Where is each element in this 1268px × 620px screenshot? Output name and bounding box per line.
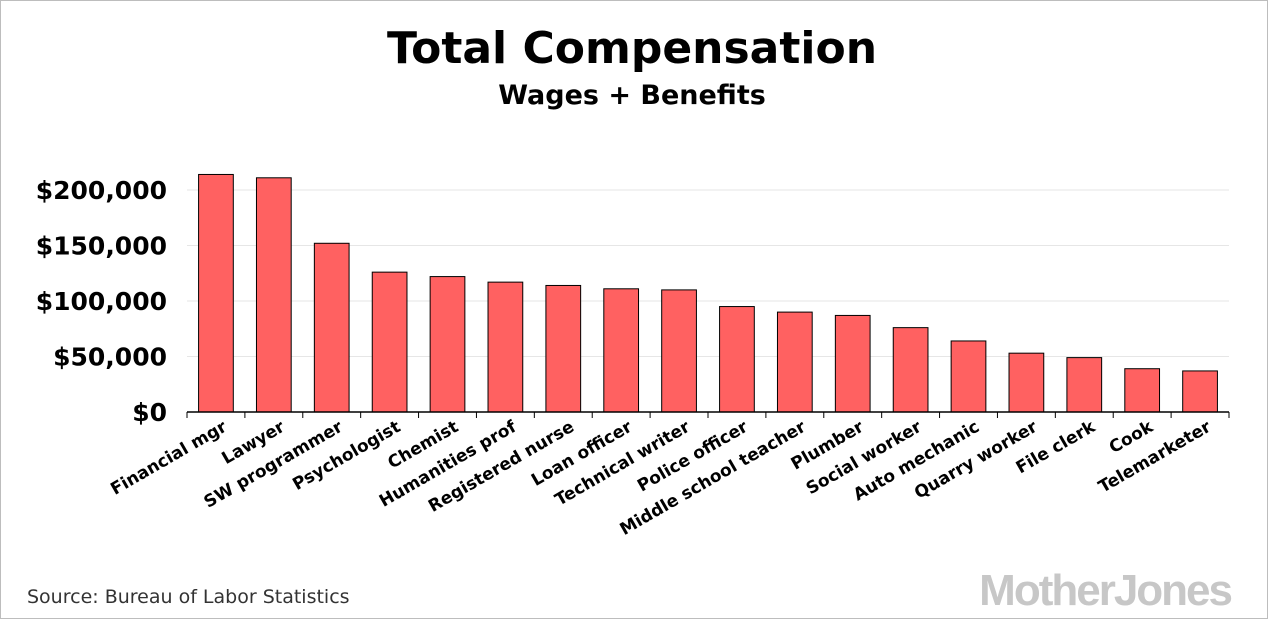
y-tick-label: $100,000 xyxy=(36,287,167,316)
y-tick-label: $200,000 xyxy=(36,176,167,205)
chart-subtitle: Wages + Benefits xyxy=(498,80,766,111)
y-tick-label: $150,000 xyxy=(36,232,167,261)
bar xyxy=(1182,370,1218,413)
bar xyxy=(255,177,292,413)
bar xyxy=(371,271,408,413)
bar xyxy=(1124,368,1161,413)
category-label: Telemarketer xyxy=(1095,417,1215,498)
bar xyxy=(545,284,582,413)
y-tick-label: $50,000 xyxy=(53,343,167,372)
bar xyxy=(429,276,466,413)
y-axis-tick-labels: $0 $50,000 $100,000 $150,000 $200,000 xyxy=(36,176,167,427)
category-label: Financial mgr xyxy=(107,417,231,500)
bar xyxy=(892,327,929,413)
bar xyxy=(487,281,524,413)
bar xyxy=(950,340,987,413)
source-note: Source: Bureau of Labor Statistics xyxy=(27,586,350,608)
gridlines xyxy=(187,189,1229,357)
bar xyxy=(603,288,640,413)
publisher-logo: MotherJones xyxy=(979,566,1231,615)
y-tick-label: $0 xyxy=(132,398,167,427)
bar xyxy=(661,289,697,413)
bar xyxy=(834,314,871,413)
bar xyxy=(719,306,755,413)
bar xyxy=(1008,352,1045,413)
bar xyxy=(313,242,350,413)
x-axis-ticks xyxy=(186,412,1230,418)
chart-title: Total Compensation xyxy=(387,23,877,74)
bar xyxy=(198,173,234,413)
bar xyxy=(776,311,813,413)
bar xyxy=(1066,357,1103,413)
bars xyxy=(198,173,1218,413)
